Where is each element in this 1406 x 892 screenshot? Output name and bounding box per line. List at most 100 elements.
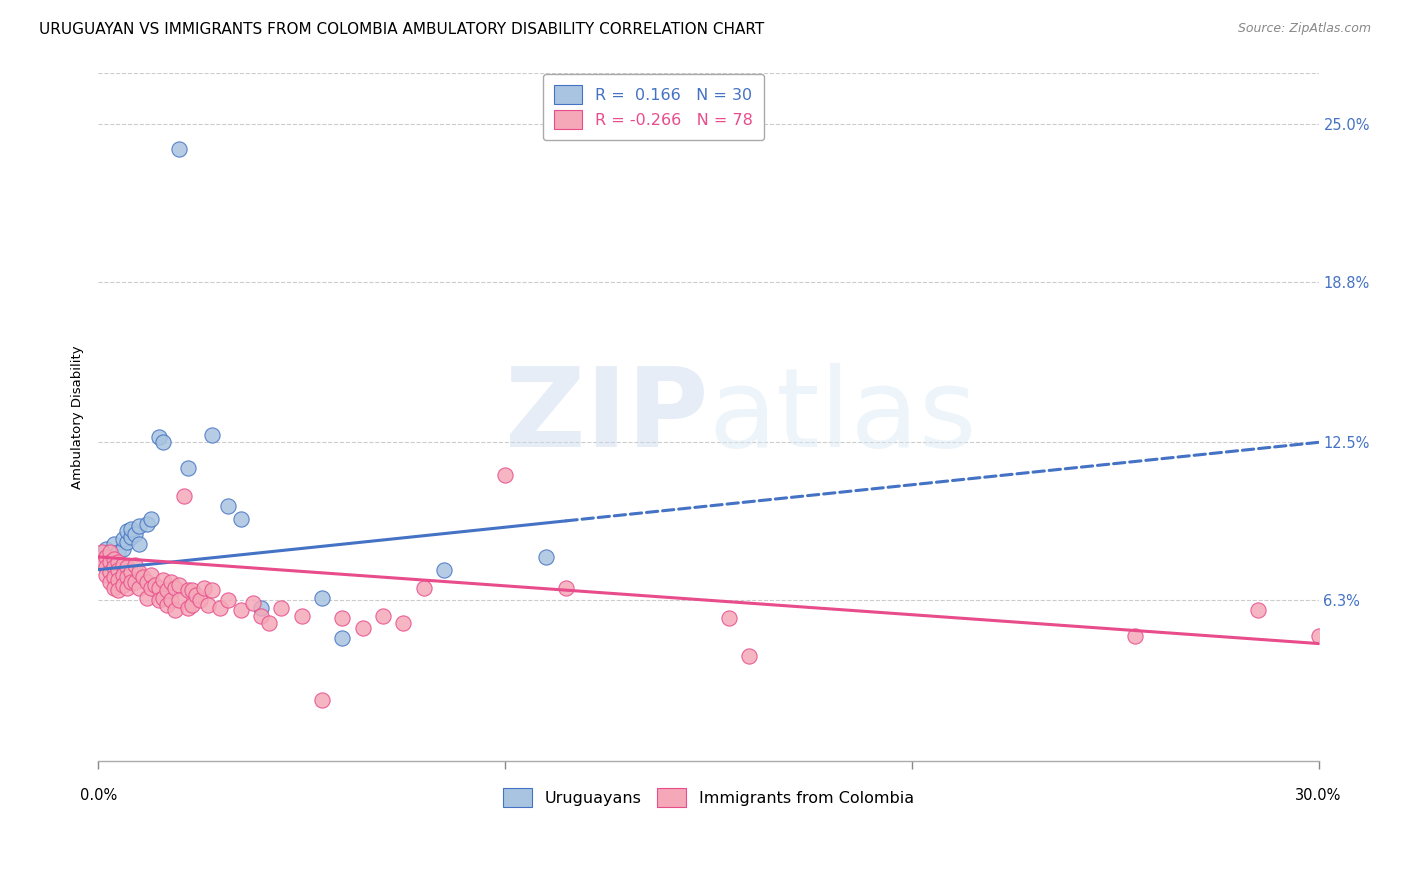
Point xyxy=(128,537,150,551)
Point xyxy=(1308,629,1330,643)
Point xyxy=(229,512,252,526)
Point xyxy=(103,560,125,574)
Point xyxy=(152,435,174,450)
Point xyxy=(139,567,162,582)
Point xyxy=(98,566,121,580)
Point xyxy=(717,611,740,625)
Point xyxy=(98,575,121,590)
Point xyxy=(107,555,129,569)
Point xyxy=(169,142,191,156)
Point xyxy=(120,522,142,536)
Point xyxy=(132,570,155,584)
Point xyxy=(107,583,129,598)
Point xyxy=(371,608,394,623)
Y-axis label: Ambulatory Disability: Ambulatory Disability xyxy=(72,345,84,489)
Point xyxy=(250,600,273,615)
Point xyxy=(152,573,174,587)
Text: 0.0%: 0.0% xyxy=(80,789,117,803)
Point xyxy=(412,581,434,595)
Point xyxy=(257,616,280,631)
Point xyxy=(139,581,162,595)
Point xyxy=(160,593,183,607)
Point xyxy=(107,545,129,559)
Point xyxy=(98,549,121,564)
Point xyxy=(115,581,138,595)
Point xyxy=(107,573,129,587)
Point xyxy=(111,532,134,546)
Point xyxy=(156,599,179,613)
Point xyxy=(128,519,150,533)
Point xyxy=(136,575,159,590)
Point xyxy=(136,516,159,531)
Point xyxy=(197,599,219,613)
Point xyxy=(176,583,198,598)
Point xyxy=(188,593,211,607)
Point xyxy=(103,581,125,595)
Point xyxy=(176,600,198,615)
Point xyxy=(120,530,142,544)
Text: Source: ZipAtlas.com: Source: ZipAtlas.com xyxy=(1237,22,1371,36)
Point xyxy=(120,566,142,580)
Point xyxy=(242,596,264,610)
Point xyxy=(111,558,134,572)
Point xyxy=(91,555,114,569)
Point xyxy=(209,600,232,615)
Text: URUGUAYAN VS IMMIGRANTS FROM COLOMBIA AMBULATORY DISABILITY CORRELATION CHART: URUGUAYAN VS IMMIGRANTS FROM COLOMBIA AM… xyxy=(39,22,765,37)
Point xyxy=(139,512,162,526)
Point xyxy=(311,692,333,706)
Point xyxy=(555,581,578,595)
Point xyxy=(128,581,150,595)
Point xyxy=(98,560,121,574)
Point xyxy=(201,583,224,598)
Point xyxy=(107,555,129,569)
Point xyxy=(103,552,125,566)
Point xyxy=(96,549,118,564)
Point xyxy=(534,549,557,564)
Point xyxy=(128,566,150,580)
Point xyxy=(1246,603,1268,617)
Point xyxy=(176,460,198,475)
Point xyxy=(392,616,415,631)
Text: 30.0%: 30.0% xyxy=(1295,789,1341,803)
Point xyxy=(124,527,146,541)
Point xyxy=(217,593,239,607)
Point xyxy=(120,575,142,590)
Point xyxy=(115,534,138,549)
Point xyxy=(165,603,187,617)
Point xyxy=(111,578,134,592)
Point xyxy=(115,560,138,574)
Point xyxy=(169,578,191,592)
Point xyxy=(217,499,239,513)
Point xyxy=(124,575,146,590)
Point xyxy=(201,427,224,442)
Point xyxy=(290,608,312,623)
Point xyxy=(111,542,134,557)
Point xyxy=(124,558,146,572)
Point xyxy=(311,591,333,605)
Point xyxy=(1125,629,1147,643)
Point xyxy=(96,567,118,582)
Legend: Uruguayans, Immigrants from Colombia: Uruguayans, Immigrants from Colombia xyxy=(495,780,922,814)
Point xyxy=(433,563,456,577)
Point xyxy=(148,581,170,595)
Point xyxy=(184,588,207,602)
Point xyxy=(98,555,121,569)
Point xyxy=(180,599,202,613)
Point xyxy=(152,591,174,605)
Point xyxy=(180,583,202,598)
Point xyxy=(103,537,125,551)
Point xyxy=(250,608,273,623)
Point xyxy=(165,581,187,595)
Point xyxy=(115,524,138,539)
Point xyxy=(115,570,138,584)
Point xyxy=(494,468,516,483)
Point xyxy=(91,545,114,559)
Text: atlas: atlas xyxy=(709,363,977,470)
Point xyxy=(136,591,159,605)
Point xyxy=(148,430,170,444)
Point xyxy=(330,632,353,646)
Point xyxy=(103,552,125,566)
Point xyxy=(107,563,129,577)
Point xyxy=(148,593,170,607)
Text: ZIP: ZIP xyxy=(505,363,709,470)
